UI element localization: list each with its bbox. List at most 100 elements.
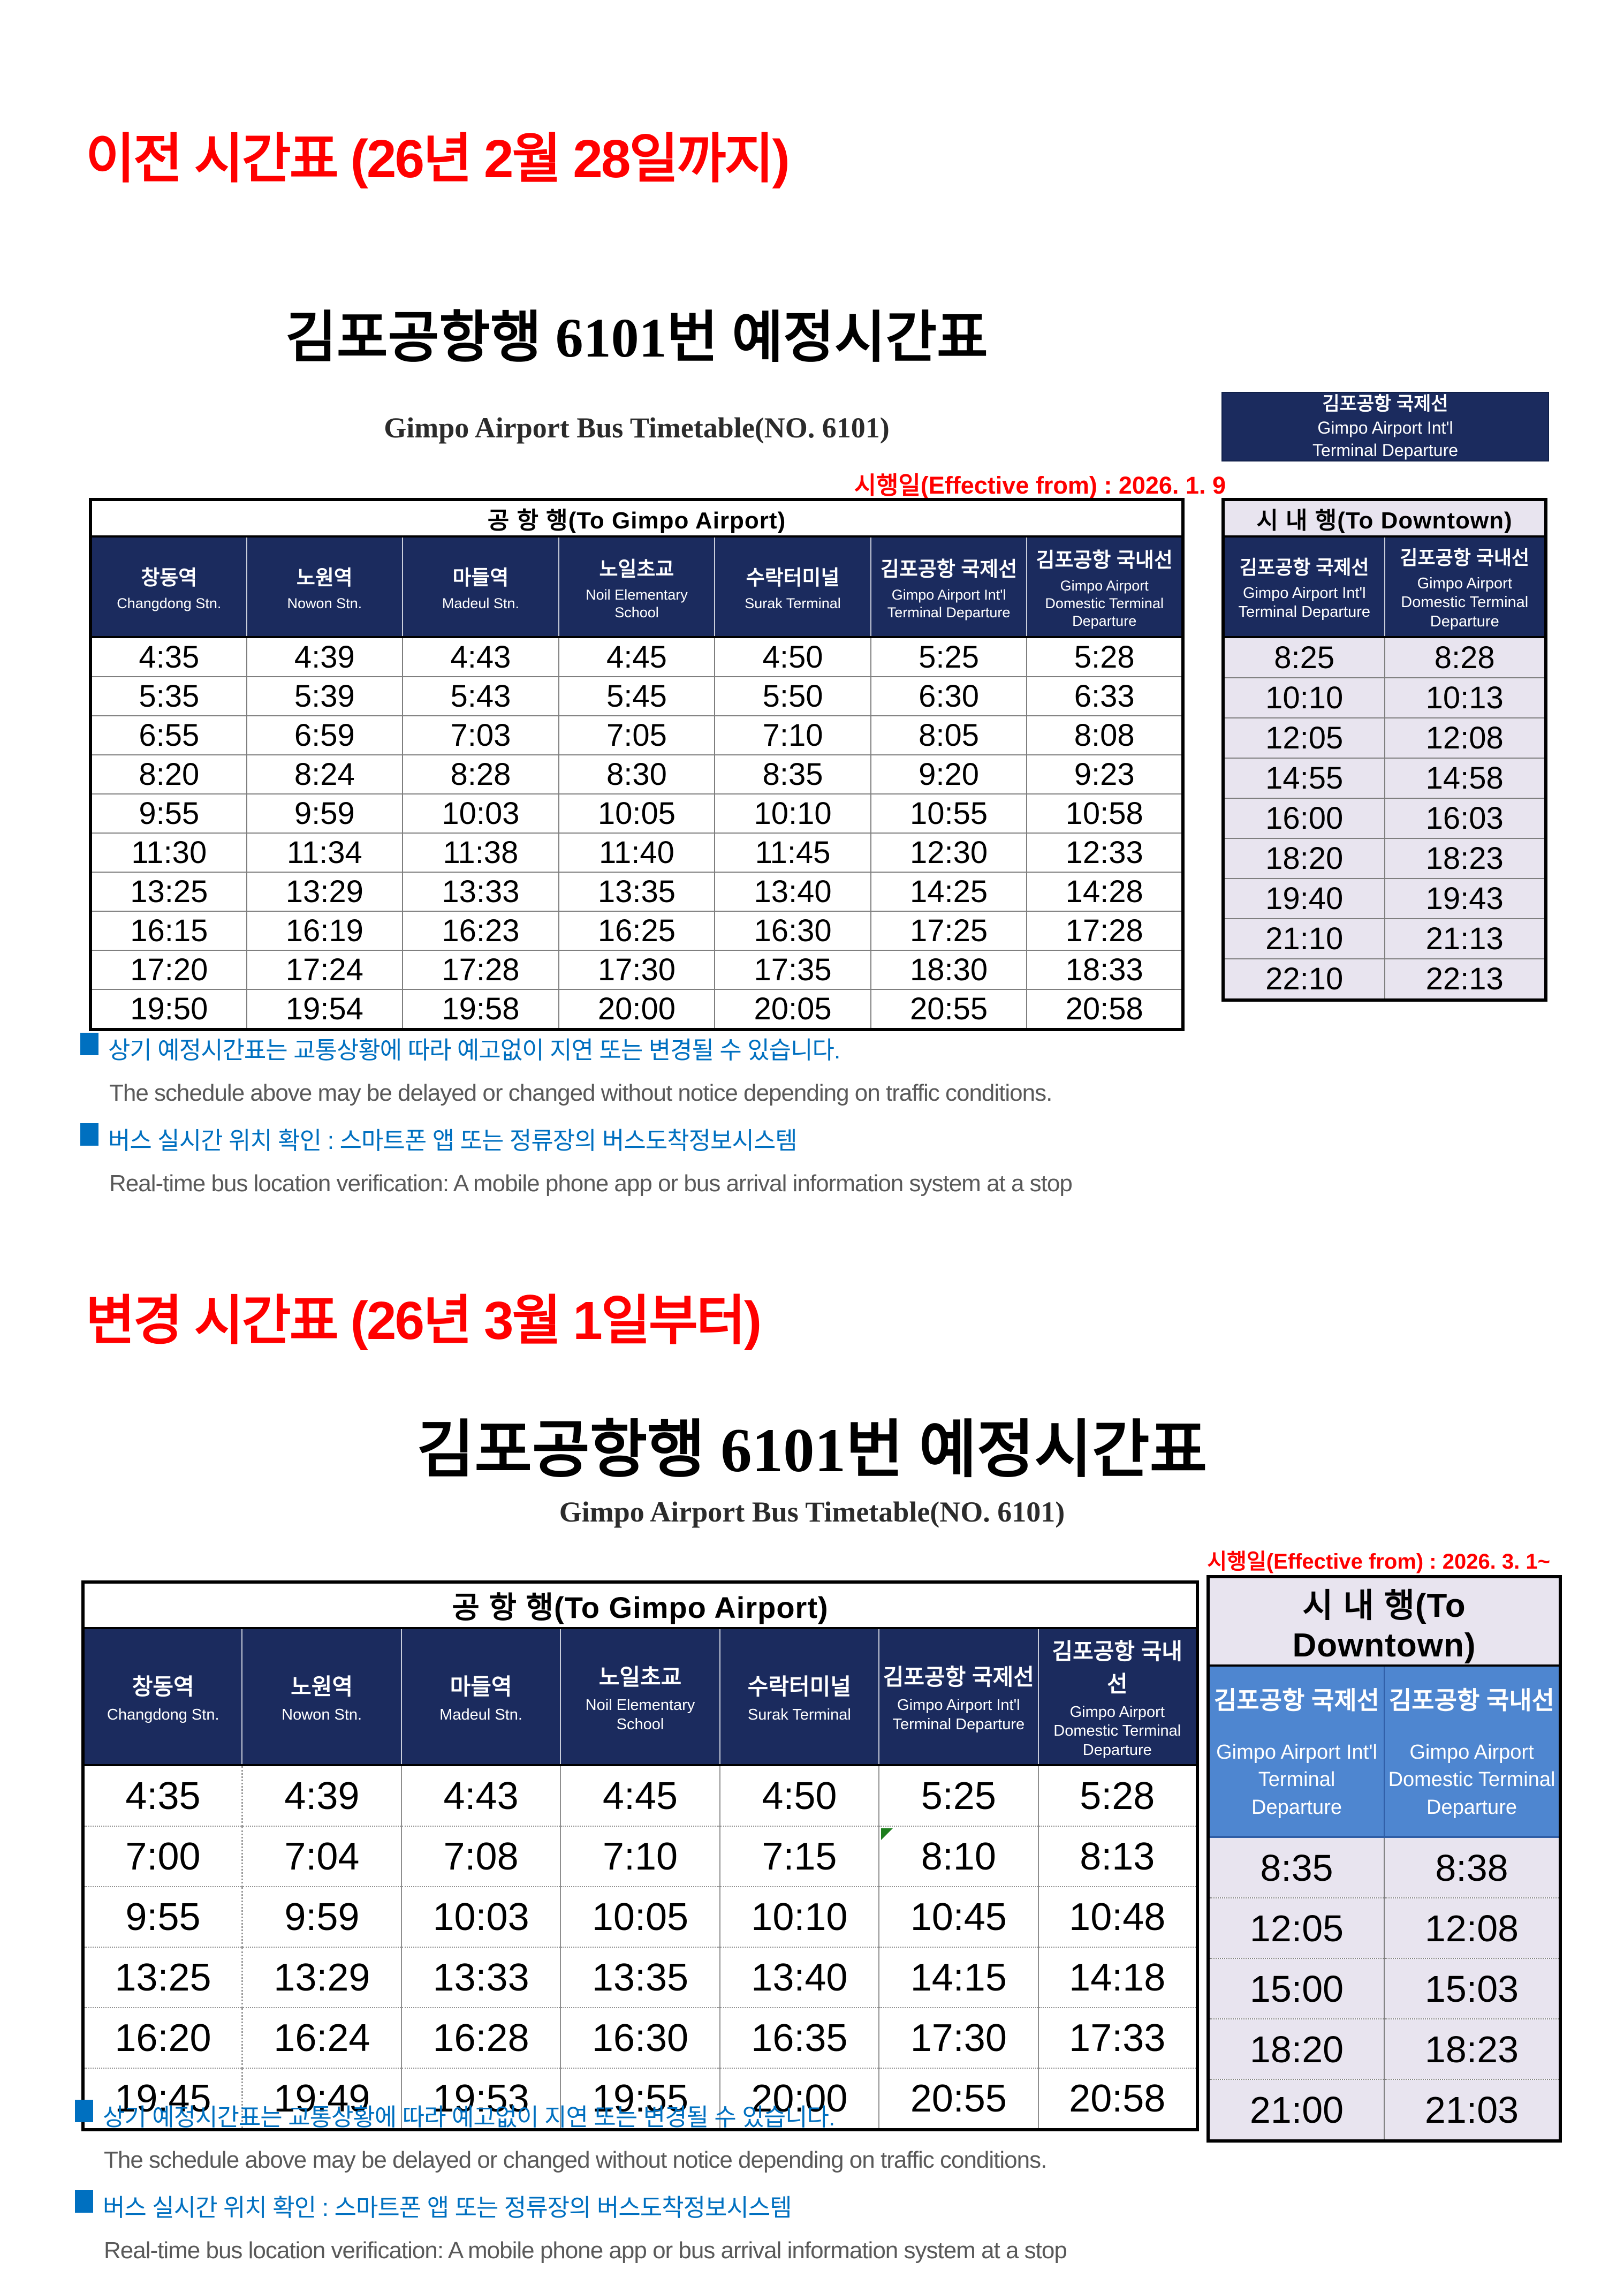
time-cell: 5:43	[402, 676, 559, 716]
time-cell: 11:40	[558, 833, 716, 873]
column-header: 노원역 Nowon Stn.	[241, 1627, 402, 1767]
time-cell: 13:29	[241, 1947, 402, 2009]
to-airport-header: 공 항 행(To Gimpo Airport)	[83, 1582, 1197, 1629]
time-cell: 6:55	[90, 715, 247, 755]
time-cell: 17:20	[90, 950, 247, 990]
time-cell: 12:05	[1223, 717, 1385, 759]
timetable-row: 4:35 4:39 4:43 4:45 4:50 5:25 5:28	[90, 637, 1183, 677]
column-header-en: Gimpo Airport Domestic Terminal Departur…	[1045, 578, 1164, 629]
badge-line-en1: Gimpo Airport Int'l	[1317, 418, 1453, 437]
timetable-row: 14:55 14:58	[1223, 758, 1546, 799]
time-cell: 8:35	[1208, 1836, 1385, 1898]
time-cell: 9:23	[1026, 754, 1183, 794]
time-cell: 8:10	[878, 1826, 1039, 1888]
time-cell: 10:05	[558, 793, 716, 834]
column-header-en: Madeul Stn.	[439, 1706, 522, 1723]
timetable-row: 19:50 19:54 19:58 20:00 20:05 20:55 20:58	[90, 989, 1183, 1030]
time-cell: 4:50	[719, 1765, 880, 1827]
to-downtown-header: 시 내 행(To Downtown)	[1208, 1577, 1560, 1667]
time-cell: 8:28	[1384, 637, 1546, 678]
time-cell: 9:20	[870, 754, 1028, 794]
time-cell: 14:15	[878, 1947, 1039, 2009]
timetable-row: 13:25 13:29 13:33 13:35 13:40 14:25 14:28	[90, 872, 1183, 912]
timetable-title-previous: 김포공항행 6101번 예정시간표	[285, 307, 988, 369]
note-line: Real-time bus location verification: A m…	[75, 2237, 1360, 2264]
time-cell: 20:00	[558, 989, 716, 1030]
note-line: 상기 예정시간표는 교통상황에 따라 예고없이 지연 또는 변경될 수 있습니다…	[75, 2098, 1360, 2132]
time-cell: 13:25	[90, 872, 247, 912]
time-cell: 16:03	[1384, 798, 1546, 839]
to-airport-table-changed: 공 항 행(To Gimpo Airport) 창동역 Changdong Stn…	[81, 1580, 1199, 2132]
column-header-ko: 김포공항 국내선	[1388, 1686, 1555, 1715]
time-cell: 9:59	[241, 1886, 402, 1948]
time-cell: 18:30	[870, 950, 1028, 990]
column-header-en: Gimpo Airport Domestic Terminal Departur…	[1388, 1741, 1555, 1819]
timetable-row: 4:35 4:39 4:43 4:45 4:50 5:25 5:28	[82, 1765, 1198, 1827]
time-cell: 7:03	[402, 715, 559, 755]
timetable-row: 18:20 18:23	[1223, 838, 1546, 879]
time-cell: 20:58	[1026, 989, 1183, 1030]
to-downtown-header: 시 내 행(To Downtown)	[1223, 500, 1546, 538]
to-downtown-table-previous: 시 내 행(To Downtown) 김포공항 국제선 Gimpo Airport…	[1221, 498, 1547, 1002]
time-cell: 12:08	[1384, 1897, 1561, 1959]
time-cell: 9:59	[246, 793, 404, 834]
time-cell: 7:15	[719, 1826, 880, 1888]
column-header-en: Gimpo Airport Int'l Terminal Departure	[1216, 1741, 1377, 1819]
time-cell: 19:55	[560, 2068, 720, 2131]
time-cell: 10:03	[402, 793, 559, 834]
time-cell: 21:03	[1384, 2079, 1561, 2141]
timetable-row: 21:00 21:03	[1208, 2079, 1561, 2141]
column-header-en: Surak Terminal	[747, 1706, 851, 1723]
time-cell: 16:24	[241, 2007, 402, 2069]
column-header-ko: 창동역	[141, 567, 198, 590]
time-cell: 18:20	[1223, 838, 1385, 879]
column-header-en: Nowon Stn.	[287, 595, 362, 612]
time-cell: 17:28	[402, 950, 559, 990]
time-cell: 20:00	[719, 2068, 880, 2131]
column-header-en: Surak Terminal	[745, 595, 841, 612]
time-cell: 21:10	[1223, 918, 1385, 959]
time-cell: 14:28	[1026, 872, 1183, 912]
column-header: 김포공항 국제선 Gimpo Airport Int'l Terminal Dep…	[870, 536, 1028, 638]
time-cell: 17:30	[878, 2007, 1039, 2069]
time-cell: 17:25	[870, 911, 1028, 951]
timetable-row: 16:15 16:19 16:23 16:25 16:30 17:25 17:28	[90, 911, 1183, 951]
timetable-row: 21:10 21:13	[1223, 918, 1546, 959]
notes-changed: 상기 예정시간표는 교통상황에 따라 예고없이 지연 또는 변경될 수 있습니다…	[75, 2098, 1360, 2279]
timetable-row: 6:55 6:59 7:03 7:05 7:10 8:05 8:08	[90, 715, 1183, 755]
time-cell: 4:35	[90, 637, 247, 677]
column-header: 노일초교 Noil Elementary School	[558, 536, 716, 638]
time-cell: 10:45	[878, 1886, 1039, 1948]
time-cell: 10:10	[714, 793, 871, 834]
column-header-en: Gimpo Airport Int'l Terminal Departure	[1238, 584, 1371, 620]
time-cell: 20:58	[1037, 2068, 1198, 2131]
time-cell: 5:35	[90, 676, 247, 716]
time-cell: 16:00	[1223, 798, 1385, 839]
time-cell: 10:13	[1384, 677, 1546, 718]
time-cell: 16:20	[82, 2007, 243, 2069]
column-header-en: Changdong Stn.	[117, 595, 222, 612]
badge-line-en2: Terminal Departure	[1312, 441, 1459, 460]
time-cell: 20:55	[870, 989, 1028, 1030]
note-text: Real-time bus location verification: A m…	[109, 1170, 1073, 1197]
time-cell: 4:43	[400, 1765, 561, 1827]
column-header-ko: 김포공항 국제선	[1213, 1686, 1380, 1715]
notes-previous: 상기 예정시간표는 교통상황에 따라 예고없이 지연 또는 변경될 수 있습니다…	[80, 1031, 1365, 1212]
badge-line-ko: 김포공항 국제선	[1322, 393, 1448, 414]
time-cell: 11:30	[90, 833, 247, 873]
time-cell: 13:35	[558, 872, 716, 912]
note-bullet-icon	[75, 2190, 93, 2213]
time-cell: 13:40	[719, 1947, 880, 2009]
timetable-row: 22:10 22:13	[1223, 958, 1546, 1001]
timetable-row: 17:20 17:24 17:28 17:30 17:35 18:30 18:33	[90, 950, 1183, 990]
time-cell: 9:55	[90, 793, 247, 834]
time-cell: 6:33	[1026, 676, 1183, 716]
time-cell: 6:30	[870, 676, 1028, 716]
time-cell: 19:50	[90, 989, 247, 1030]
time-cell: 19:53	[400, 2068, 561, 2131]
column-header-en: Changdong Stn.	[107, 1706, 219, 1723]
timetable-row: 13:25 13:29 13:33 13:35 13:40 14:15 14:18	[82, 1947, 1198, 2009]
time-cell: 4:43	[402, 637, 559, 677]
column-header-en: Gimpo Airport Domestic Terminal Departur…	[1053, 1704, 1181, 1759]
timetable-title-changed: 김포공항행 6101번 예정시간표	[416, 1416, 1208, 1485]
